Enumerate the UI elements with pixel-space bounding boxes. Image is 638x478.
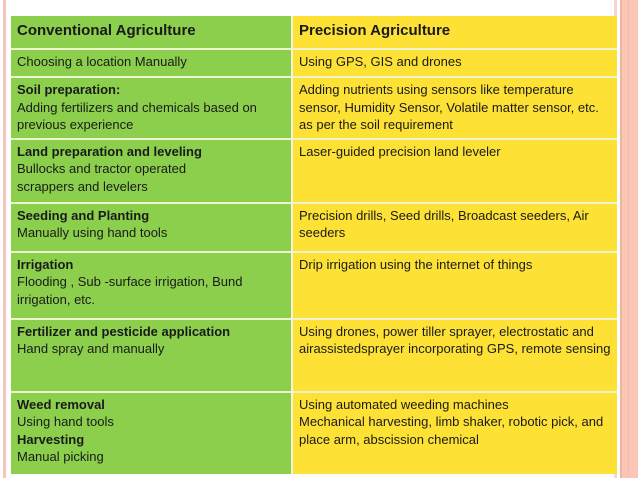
cell-text: Using GPS, GIS and drones xyxy=(299,54,462,69)
cell-text: Drip irrigation using the internet of th… xyxy=(299,256,533,272)
cell-title: Land preparation and leveling xyxy=(17,143,202,159)
table-row: Weed removal Using hand tools Harvesting… xyxy=(11,391,617,474)
cell-precision: Using GPS, GIS and drones xyxy=(292,49,617,78)
cell-precision: Using automated weeding machines Mechani… xyxy=(292,391,617,474)
cell-precision: Laser-guided precision land leveler xyxy=(292,138,617,204)
cell-conventional: Seeding and Planting Manually using hand… xyxy=(11,202,293,253)
cell-title: Weed removal xyxy=(17,396,105,412)
cell-title: Soil preparation: xyxy=(17,82,121,97)
cell-text: Adding nutrients using sensors like temp… xyxy=(299,82,599,132)
cell-text: Adding fertilizers and chemicals based o… xyxy=(17,99,257,133)
cell-text: Precision drills, Seed drills, Broadcast… xyxy=(299,207,589,241)
table-row: Fertilizer and pesticide application Han… xyxy=(11,318,617,393)
table-header-row: Conventional Agriculture Precision Agric… xyxy=(11,16,617,50)
cell-conventional: Soil preparation: Adding fertilizers and… xyxy=(11,77,293,140)
cell-text: Using hand tools xyxy=(17,414,114,429)
cell-conventional: Land preparation and leveling Bullocks a… xyxy=(11,138,293,204)
header-conventional: Conventional Agriculture xyxy=(11,16,293,50)
cell-precision: Using drones, power tiller sprayer, elec… xyxy=(292,318,617,393)
left-decorative-rule xyxy=(3,0,6,478)
cell-text: Manually using hand tools xyxy=(17,225,168,240)
table-row: Land preparation and leveling Bullocks a… xyxy=(11,138,617,204)
cell-text: Flooding , Sub -surface irrigation, Bund… xyxy=(17,274,243,307)
cell-conventional: Weed removal Using hand tools Harvesting… xyxy=(11,391,293,474)
strip-line xyxy=(620,0,622,478)
cell-title: Irrigation xyxy=(17,256,74,272)
cell-precision: Adding nutrients using sensors like temp… xyxy=(292,77,617,140)
cell-text: Using drones, power tiller sprayer, elec… xyxy=(299,323,611,357)
table-row: Soil preparation: Adding fertilizers and… xyxy=(11,77,617,140)
cell-text: Hand spray and manually xyxy=(17,341,165,356)
cell-conventional: Fertilizer and pesticide application Han… xyxy=(11,318,293,393)
table-row: Seeding and Planting Manually using hand… xyxy=(11,202,617,253)
cell-precision: Drip irrigation using the internet of th… xyxy=(292,251,617,320)
cell-text: Manual picking xyxy=(17,449,104,464)
cell-title: Harvesting xyxy=(17,431,85,447)
cell-text: Laser-guided precision land leveler xyxy=(299,143,501,159)
cell-title: Fertilizer and pesticide application xyxy=(17,323,231,339)
comparison-table: Conventional Agriculture Precision Agric… xyxy=(11,16,617,474)
right-decorative-strip xyxy=(620,0,638,478)
cell-text: Using automated weeding machines xyxy=(299,396,509,412)
strip-line xyxy=(628,0,629,478)
cell-precision: Precision drills, Seed drills, Broadcast… xyxy=(292,202,617,253)
table-row: Irrigation Flooding , Sub -surface irrig… xyxy=(11,251,617,320)
cell-conventional: Choosing a location Manually xyxy=(11,49,293,78)
table-row: Choosing a location Manually Using GPS, … xyxy=(11,49,617,78)
cell-text: Choosing a location Manually xyxy=(17,54,187,69)
cell-text: Mechanical harvesting, limb shaker, robo… xyxy=(299,414,604,447)
cell-text: Bullocks and tractor operated scrappers … xyxy=(17,161,187,194)
header-precision: Precision Agriculture xyxy=(292,16,617,50)
cell-conventional: Irrigation Flooding , Sub -surface irrig… xyxy=(11,251,293,320)
cell-title: Seeding and Planting xyxy=(17,207,150,223)
